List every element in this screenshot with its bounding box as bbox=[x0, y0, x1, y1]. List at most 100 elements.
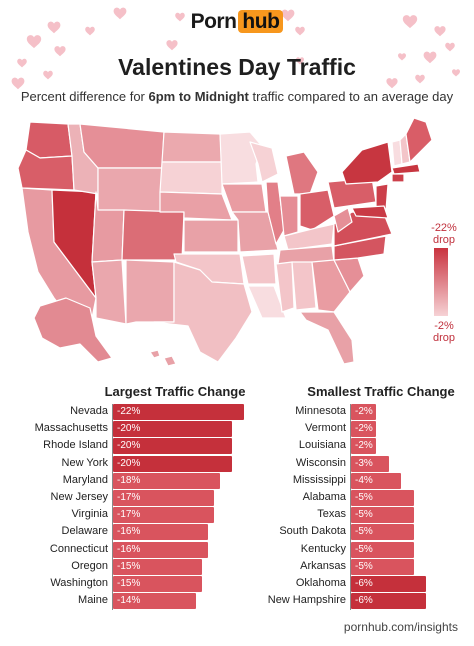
bar-value-label: -6% bbox=[355, 595, 373, 607]
bar-row: New York -20% bbox=[0, 455, 250, 473]
bar-value-label: -2% bbox=[355, 406, 373, 417]
legend-top-value: -22% bbox=[431, 222, 457, 234]
bar-category-label: New Hampshire bbox=[267, 594, 346, 607]
state-wisconsin bbox=[249, 141, 279, 183]
bar-category-label: Virginia bbox=[71, 508, 109, 521]
bar-category-label: Massachusetts bbox=[34, 422, 108, 435]
bar-row: Washington -15% bbox=[0, 576, 250, 593]
state-new-york bbox=[341, 141, 393, 185]
state-illinois bbox=[265, 181, 285, 245]
bar: -14% bbox=[113, 593, 197, 610]
bar: -6% bbox=[351, 576, 426, 592]
state-maine bbox=[405, 117, 433, 163]
state-kansas bbox=[183, 219, 239, 253]
bar: -5% bbox=[351, 558, 414, 575]
bar-row: Louisiana -2% bbox=[230, 438, 470, 455]
state-missouri bbox=[231, 211, 279, 253]
largest-change-title: Largest Traffic Change bbox=[104, 384, 246, 399]
bar-value-label: -5% bbox=[355, 526, 373, 538]
state-south-dakota bbox=[159, 161, 223, 195]
state-alaska bbox=[33, 297, 113, 363]
subtitle-bold: 6pm to Midnight bbox=[148, 89, 249, 104]
smallest-change-bars: Minnesota -2% Vermont -2% Louisiana -2% Wiscon… bbox=[230, 404, 470, 614]
bar-value-label: -4% bbox=[355, 474, 373, 486]
bar-row: Texas -5% bbox=[230, 507, 470, 524]
bar-row: Mississippi -4% bbox=[230, 472, 470, 490]
bar-category-label: Louisiana bbox=[298, 439, 346, 452]
bar: -15% bbox=[113, 558, 203, 575]
bar-row: Wisconsin -3% bbox=[230, 455, 470, 473]
bar: -2% bbox=[351, 438, 376, 455]
bar-value-label: -15% bbox=[117, 578, 141, 589]
pornhub-logo: Porn hub bbox=[0, 10, 474, 34]
state-kentucky bbox=[283, 223, 335, 251]
state-alabama bbox=[291, 261, 317, 311]
state-wyoming bbox=[97, 167, 163, 213]
bar-value-label: -17% bbox=[117, 492, 141, 503]
bar-category-label: Washington bbox=[50, 577, 108, 589]
logo-text-part1: Porn bbox=[190, 10, 237, 33]
bar: -15% bbox=[113, 576, 203, 592]
bar-value-label: -20% bbox=[117, 423, 141, 435]
bar-value-label: -6% bbox=[355, 578, 373, 589]
bar-category-label: Texas bbox=[317, 508, 346, 521]
bar-row: Delaware -16% bbox=[0, 524, 250, 541]
legend-top: -22% drop bbox=[424, 222, 464, 246]
bar: -20% bbox=[113, 455, 233, 472]
logo-text-part2: hub bbox=[238, 10, 284, 33]
bar-axis-line bbox=[112, 404, 113, 611]
bar-value-label: -17% bbox=[117, 509, 141, 521]
bar-value-label: -5% bbox=[355, 543, 373, 555]
bar-category-label: Arkansas bbox=[300, 559, 346, 572]
bar-row: Maryland -18% bbox=[0, 472, 250, 490]
legend-bottom-word: drop bbox=[432, 332, 456, 344]
bar-category-label: Connecticut bbox=[49, 542, 108, 555]
state-michigan bbox=[285, 151, 319, 195]
bar-row: Vermont -2% bbox=[230, 421, 470, 438]
bar-value-label: -15% bbox=[117, 560, 141, 572]
bar-value-label: -3% bbox=[355, 457, 373, 469]
legend-gradient-bar bbox=[434, 248, 448, 316]
bar-row: Arkansas -5% bbox=[230, 558, 470, 576]
bar-category-label: Oregon bbox=[71, 559, 108, 572]
smallest-change-title: Smallest Traffic Change bbox=[307, 384, 455, 399]
bar: -22% bbox=[113, 404, 244, 420]
bar-category-label: Mississippi bbox=[292, 473, 346, 486]
bar-value-label: -14% bbox=[117, 595, 141, 607]
state-florida bbox=[299, 311, 355, 365]
bar: -20% bbox=[113, 421, 233, 438]
bar-row: Kentucky -5% bbox=[230, 541, 470, 559]
bar-value-label: -16% bbox=[117, 526, 141, 538]
page-title: Valentines Day Traffic bbox=[118, 54, 356, 80]
bar-row: South Dakota -5% bbox=[230, 524, 470, 541]
page-subtitle: Percent difference for 6pm to Midnight t… bbox=[0, 89, 474, 104]
bar: -5% bbox=[351, 490, 414, 506]
bar: -2% bbox=[351, 421, 376, 438]
bar-value-label: -2% bbox=[355, 423, 373, 435]
bar-value-label: -16% bbox=[117, 543, 141, 555]
bar: -17% bbox=[113, 490, 215, 506]
subtitle-post: traffic compared to an average day bbox=[248, 89, 454, 104]
state-colorado bbox=[121, 209, 185, 261]
bar-category-label: Alabama bbox=[302, 491, 346, 503]
state-new-jersey bbox=[375, 183, 389, 211]
bar-row: Massachusetts -20% bbox=[0, 421, 250, 438]
us-choropleth-map bbox=[17, 117, 433, 367]
bar: -6% bbox=[351, 593, 426, 610]
bar-category-label: Maine bbox=[78, 594, 108, 607]
bar-category-label: Kentucky bbox=[300, 542, 346, 555]
state-massachusetts bbox=[391, 163, 421, 175]
bar-category-label: Nevada bbox=[70, 405, 108, 417]
state-north-dakota bbox=[161, 131, 223, 163]
bar-row: Virginia -17% bbox=[0, 507, 250, 524]
bar: -5% bbox=[351, 524, 414, 541]
state-maryland bbox=[351, 205, 389, 219]
state-ohio bbox=[299, 189, 335, 231]
bar: -18% bbox=[113, 472, 221, 489]
bar-row: Alabama -5% bbox=[230, 490, 470, 507]
state-iowa bbox=[221, 183, 267, 213]
subtitle-pre: Percent difference for bbox=[20, 89, 149, 104]
state-west-virginia bbox=[333, 207, 353, 233]
bar-value-label: -2% bbox=[355, 440, 373, 452]
largest-change-bars: Nevada -22% Massachusetts -20% Rhode Island -… bbox=[0, 404, 250, 614]
